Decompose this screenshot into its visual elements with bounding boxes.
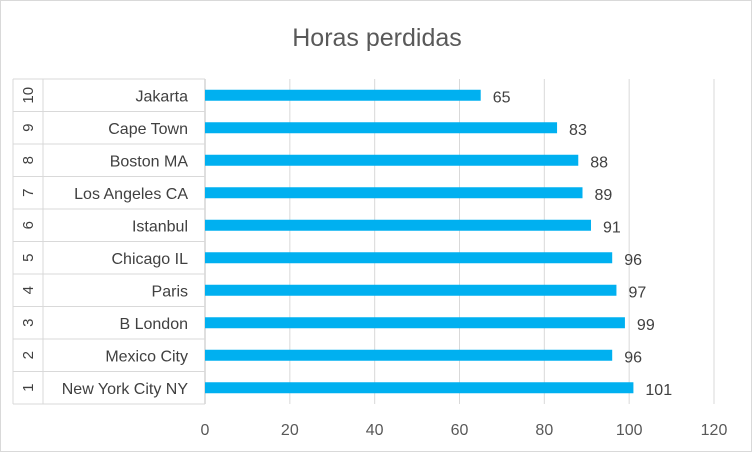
bar <box>205 349 613 361</box>
x-tick-label: 120 <box>701 422 728 439</box>
bars <box>205 89 634 394</box>
category-rank-label: 10 <box>20 87 37 104</box>
x-tick-label: 0 <box>201 422 210 439</box>
bar <box>205 89 481 101</box>
category-rank-label: 1 <box>20 384 37 392</box>
category-rank-label: 3 <box>20 319 37 327</box>
category-label: Chicago IL <box>112 251 189 268</box>
category-rank-label: 7 <box>20 189 37 197</box>
category-rank-label: 2 <box>20 351 37 359</box>
category-label: Paris <box>152 283 188 300</box>
bar <box>205 187 583 199</box>
data-label: 91 <box>603 219 621 236</box>
data-label: 99 <box>637 317 655 334</box>
bar <box>205 252 613 264</box>
category-label: Mexico City <box>105 348 188 365</box>
bar <box>205 382 634 394</box>
category-label: Istanbul <box>132 218 188 235</box>
x-tick-label: 100 <box>616 422 643 439</box>
bar <box>205 122 558 134</box>
data-label: 65 <box>493 89 511 106</box>
category-rank-label: 4 <box>20 286 37 294</box>
category-label: Boston MA <box>110 153 189 170</box>
category-axis: 1 New York City NY 2 Mexico City 3 B London 4 P… <box>12 78 206 405</box>
data-label: 89 <box>595 187 613 204</box>
x-tick-label: 20 <box>281 422 299 439</box>
bar <box>205 284 617 296</box>
bar <box>205 317 625 329</box>
x-axis-ticks: 0 20 40 60 80 100 120 <box>201 422 728 439</box>
data-label: 96 <box>624 252 642 269</box>
data-label: 97 <box>628 284 646 301</box>
category-label: New York City NY <box>62 381 189 398</box>
x-tick-label: 40 <box>366 422 384 439</box>
bar <box>205 219 591 231</box>
category-label: B London <box>119 316 188 333</box>
category-rank-label: 8 <box>20 156 37 164</box>
data-label: 96 <box>624 349 642 366</box>
category-label: Jakarta <box>136 88 189 105</box>
data-label: 83 <box>569 122 587 139</box>
x-tick-label: 60 <box>451 422 469 439</box>
category-label: Cape Town <box>108 121 188 138</box>
data-label: 88 <box>590 154 608 171</box>
chart-title: Horas perdidas <box>292 24 462 52</box>
category-label: Los Angeles CA <box>74 186 188 203</box>
x-tick-label: 80 <box>535 422 553 439</box>
data-label: 101 <box>645 382 672 399</box>
category-rank-label: 5 <box>20 254 37 262</box>
category-rank-label: 9 <box>20 124 37 132</box>
bar <box>205 154 579 166</box>
category-rank-label: 6 <box>20 221 37 229</box>
